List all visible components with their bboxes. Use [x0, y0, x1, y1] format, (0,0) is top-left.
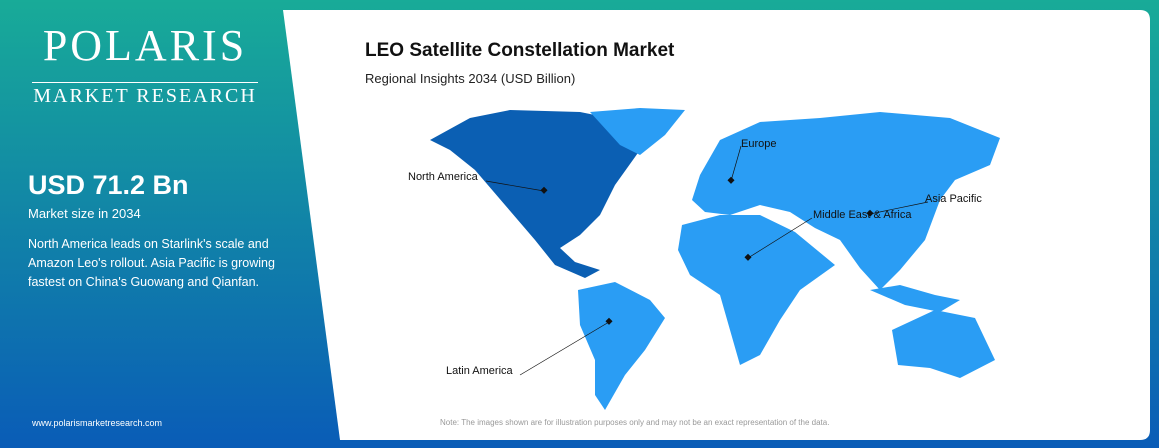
- note: Note: The images shown are for illustrat…: [440, 418, 830, 427]
- region-label: North America: [408, 171, 479, 183]
- region-label: Asia Pacific: [925, 193, 982, 205]
- leader-line: [730, 145, 742, 182]
- south-america: [578, 282, 665, 410]
- market-label: Market size in 2034: [28, 206, 141, 221]
- marker: [540, 186, 548, 194]
- logo: POLARIS: [42, 21, 248, 70]
- logo-tagline: MARKET RESEARCH: [32, 82, 258, 108]
- world-map: [430, 108, 1000, 410]
- marker: [866, 209, 874, 217]
- website: www.polarismarketresearch.com: [32, 418, 163, 428]
- marker: [744, 253, 752, 261]
- marker: [727, 176, 735, 184]
- region-label: Europe: [741, 138, 776, 150]
- africa: [678, 215, 835, 365]
- indonesia: [870, 285, 960, 312]
- region-markers: [485, 145, 929, 376]
- leader-line: [869, 201, 929, 215]
- title: LEO Satellite Constellation Market: [365, 40, 675, 61]
- leader-line: [747, 217, 813, 259]
- marker: [605, 317, 613, 325]
- subtitle: Regional Insights 2034 (USD Billion): [365, 71, 576, 86]
- australia: [892, 310, 995, 378]
- region-label: Middle East & Africa: [813, 209, 912, 221]
- leader-line: [485, 180, 545, 192]
- region-label: Latin America: [446, 365, 514, 377]
- description: North America leads on Starlink's scale …: [28, 237, 275, 289]
- market-value: USD 71.2 Bn: [28, 170, 189, 200]
- eurasia: [692, 112, 1000, 290]
- north-america: [430, 110, 640, 278]
- greenland: [590, 108, 685, 155]
- leader-line: [519, 321, 610, 376]
